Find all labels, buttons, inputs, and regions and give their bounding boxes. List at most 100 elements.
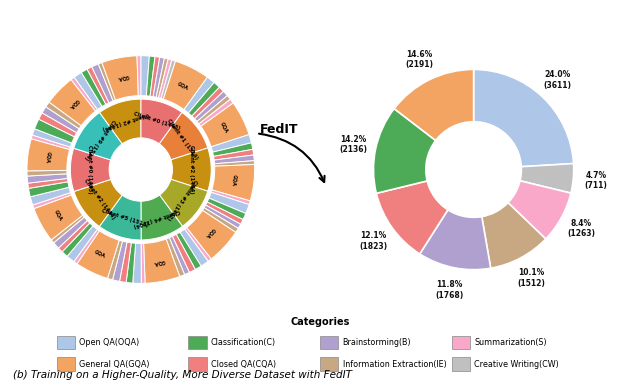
Wedge shape xyxy=(420,210,491,270)
Wedge shape xyxy=(99,195,141,240)
Wedge shape xyxy=(143,239,180,283)
Wedge shape xyxy=(188,83,220,116)
Wedge shape xyxy=(99,62,116,101)
Wedge shape xyxy=(141,99,182,144)
Wedge shape xyxy=(374,109,436,193)
Wedge shape xyxy=(27,174,67,183)
Wedge shape xyxy=(49,80,95,126)
Wedge shape xyxy=(141,56,149,96)
Text: 24.0%
(3611): 24.0% (3611) xyxy=(544,70,572,90)
Wedge shape xyxy=(161,60,175,99)
Wedge shape xyxy=(199,99,233,126)
Wedge shape xyxy=(482,203,546,268)
Wedge shape xyxy=(27,139,70,171)
Text: Closed QA(CQA): Closed QA(CQA) xyxy=(211,360,276,369)
Wedge shape xyxy=(166,238,184,277)
Text: General QA(GQA): General QA(GQA) xyxy=(79,360,150,369)
Text: Open QA(OQA): Open QA(OQA) xyxy=(79,338,140,347)
Text: FedIT: FedIT xyxy=(259,123,298,136)
Wedge shape xyxy=(184,227,211,261)
Wedge shape xyxy=(27,170,67,176)
Wedge shape xyxy=(207,198,246,219)
FancyBboxPatch shape xyxy=(452,357,470,371)
Wedge shape xyxy=(81,69,106,107)
Text: GQA: GQA xyxy=(152,258,165,265)
Text: Client #4 (1504): Client #4 (1504) xyxy=(133,208,180,228)
Wedge shape xyxy=(100,99,141,144)
Wedge shape xyxy=(77,231,119,279)
Wedge shape xyxy=(172,234,195,272)
Wedge shape xyxy=(74,179,122,226)
Wedge shape xyxy=(54,217,87,248)
Wedge shape xyxy=(214,155,254,164)
Wedge shape xyxy=(176,232,201,269)
Text: Client #2 (1494): Client #2 (1494) xyxy=(101,111,149,131)
Text: 8.4%
(1263): 8.4% (1263) xyxy=(567,219,595,239)
Wedge shape xyxy=(184,77,214,113)
Wedge shape xyxy=(46,102,81,129)
Text: Client #9 (1524): Client #9 (1524) xyxy=(83,118,116,161)
Text: GQA: GQA xyxy=(45,151,51,163)
Wedge shape xyxy=(141,243,145,283)
Wedge shape xyxy=(163,61,207,110)
Wedge shape xyxy=(71,77,97,111)
Text: 14.6%
(2191): 14.6% (2191) xyxy=(405,50,433,69)
Wedge shape xyxy=(92,64,113,103)
Wedge shape xyxy=(197,96,230,124)
Wedge shape xyxy=(376,181,448,254)
FancyBboxPatch shape xyxy=(452,336,470,349)
Text: Client #0 (1493): Client #0 (1493) xyxy=(132,111,180,131)
Wedge shape xyxy=(87,67,109,104)
Text: GQA: GQA xyxy=(54,209,64,222)
Text: GQA: GQA xyxy=(116,74,129,81)
Text: 14.2%
(2136): 14.2% (2136) xyxy=(339,134,367,154)
Wedge shape xyxy=(74,72,102,110)
Wedge shape xyxy=(394,69,474,141)
FancyBboxPatch shape xyxy=(188,357,207,371)
Text: 12.1%
(1823): 12.1% (1823) xyxy=(360,231,388,251)
FancyBboxPatch shape xyxy=(188,336,207,349)
Text: Client #3 (1492): Client #3 (1492) xyxy=(166,178,198,221)
Wedge shape xyxy=(74,112,122,160)
Wedge shape xyxy=(120,242,131,282)
Wedge shape xyxy=(195,91,227,122)
Wedge shape xyxy=(113,241,127,281)
Wedge shape xyxy=(126,243,136,283)
Wedge shape xyxy=(169,236,189,275)
Wedge shape xyxy=(211,190,250,205)
Wedge shape xyxy=(70,148,111,192)
Wedge shape xyxy=(30,187,70,205)
Text: GQA: GQA xyxy=(94,250,107,259)
Wedge shape xyxy=(159,112,208,160)
Text: Classification(C): Classification(C) xyxy=(211,338,276,347)
Text: Client #2 (1494): Client #2 (1494) xyxy=(83,178,116,221)
Text: GQA: GQA xyxy=(177,81,189,91)
Text: GQA: GQA xyxy=(204,227,216,239)
Wedge shape xyxy=(62,223,93,256)
Wedge shape xyxy=(171,148,211,191)
Wedge shape xyxy=(205,202,243,224)
Text: Creative Writing(CW): Creative Writing(CW) xyxy=(474,360,559,369)
Wedge shape xyxy=(214,149,253,160)
Wedge shape xyxy=(34,195,83,240)
Text: Client #0 (1493): Client #0 (1493) xyxy=(87,146,92,194)
Text: 10.1%
(1512): 10.1% (1512) xyxy=(517,268,545,288)
Wedge shape xyxy=(39,113,77,137)
Text: Client #5 (1513): Client #5 (1513) xyxy=(101,208,149,228)
Text: (b) Training on a Higher-Quality, More Diverse Dataset with FedIT: (b) Training on a Higher-Quality, More D… xyxy=(13,370,352,380)
Wedge shape xyxy=(202,208,238,232)
FancyBboxPatch shape xyxy=(56,357,75,371)
Text: Information Extraction(IE): Information Extraction(IE) xyxy=(342,360,446,369)
Wedge shape xyxy=(204,205,241,228)
Wedge shape xyxy=(211,134,252,152)
Wedge shape xyxy=(212,143,253,157)
Wedge shape xyxy=(29,182,69,197)
Wedge shape xyxy=(508,181,571,239)
Wedge shape xyxy=(150,57,160,97)
Wedge shape xyxy=(201,103,249,147)
Text: GQA: GQA xyxy=(68,98,79,110)
Text: Client #1 (1514): Client #1 (1514) xyxy=(166,118,198,161)
FancyBboxPatch shape xyxy=(320,336,339,349)
Wedge shape xyxy=(58,221,90,252)
Wedge shape xyxy=(214,161,255,166)
